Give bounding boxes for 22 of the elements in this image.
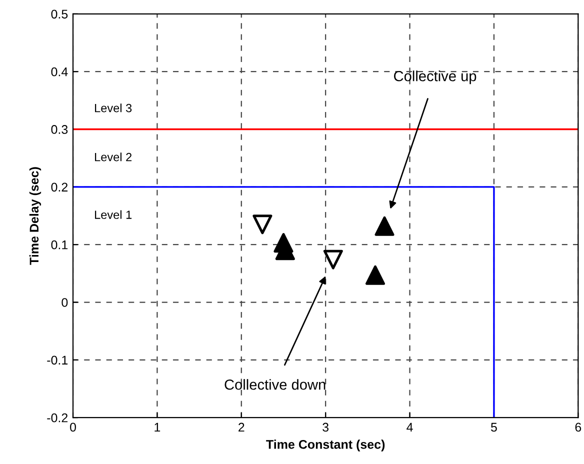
annotation: Collective down bbox=[224, 379, 326, 390]
x-axis-title: Time Constant (sec) bbox=[266, 440, 385, 452]
annotation: Level 3 bbox=[95, 104, 132, 112]
y-tick-label: -0.1 bbox=[47, 356, 68, 365]
x-tick-label: 1 bbox=[154, 422, 160, 432]
y-tick-label: 0.4 bbox=[51, 67, 68, 76]
x-tick-label: 3 bbox=[322, 422, 329, 432]
x-tick-label: 5 bbox=[490, 422, 497, 432]
annotation: Collective up bbox=[394, 70, 476, 84]
x-tick-label: 2 bbox=[238, 422, 244, 432]
annotation: Level 1 bbox=[95, 210, 132, 219]
y-tick-label: 0.2 bbox=[51, 182, 68, 192]
y-axis-title: Time Delay (sec) bbox=[29, 167, 42, 265]
x-tick-label: 4 bbox=[406, 422, 413, 432]
annotation: Level 2 bbox=[95, 152, 132, 162]
y-tick-label: 0.3 bbox=[51, 125, 68, 134]
x-tick-label: 0 bbox=[70, 422, 76, 432]
y-tick-label: 0.5 bbox=[51, 10, 68, 19]
x-tick-label: 6 bbox=[575, 422, 582, 432]
y-tick-label: 0.1 bbox=[51, 240, 68, 250]
y-tick-label: -0.2 bbox=[47, 413, 68, 422]
y-tick-label: 0 bbox=[62, 298, 68, 307]
